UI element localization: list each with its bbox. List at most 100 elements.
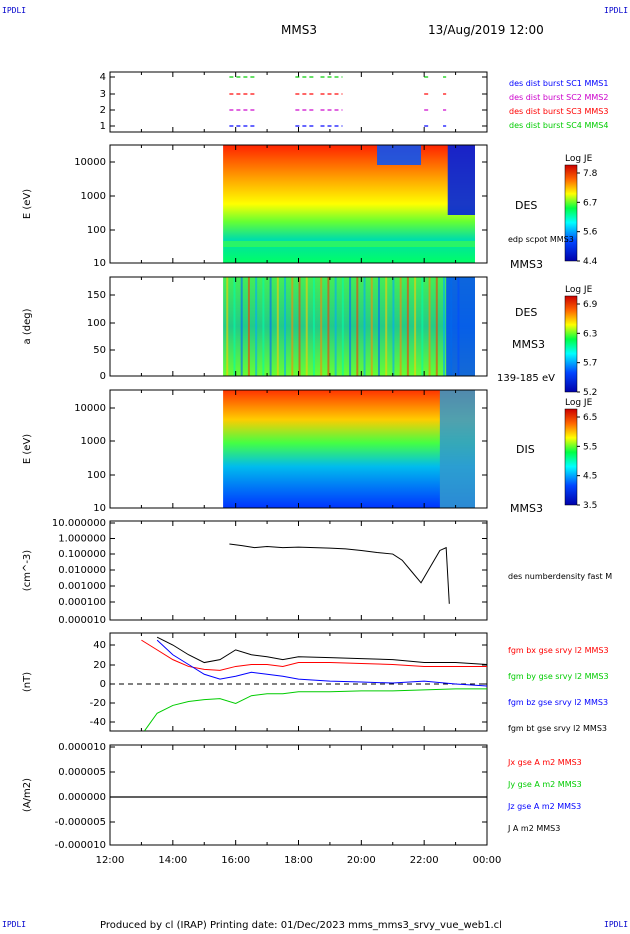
des-energy-colorbar-title: Log JE — [565, 154, 593, 164]
spacecraft-title: MMS3 — [281, 23, 317, 37]
time-axis-label: 14:00 — [158, 855, 187, 866]
des-pitch-ylabel: a (deg) — [22, 308, 33, 344]
des-pitch-stripe — [276, 277, 279, 376]
corner-label-bottom-left: IPDLI — [2, 920, 27, 929]
des-pitch-ytick-label: 100 — [87, 318, 106, 329]
bfield-series-line — [144, 688, 487, 732]
des-pitch-stripe — [370, 277, 373, 376]
dis-energy-colorbar-tick: 3.5 — [583, 501, 597, 511]
dis-energy-ylabel: E (eV) — [22, 434, 33, 464]
des-pitch-stripe — [291, 277, 294, 376]
des-pitch-stripe — [320, 277, 323, 376]
des-pitch-stripe — [349, 277, 352, 376]
des-pitch-stripe — [284, 277, 287, 376]
des-pitch-stripe — [435, 277, 438, 376]
dis-energy-colorbar — [564, 408, 578, 506]
des-energy-ylabel: E (eV) — [22, 189, 33, 219]
des-pitch-stripe — [226, 277, 229, 376]
bfield-legend-entry: fgm bt gse srvy l2 MMS3 — [508, 724, 607, 733]
density-panel-ytick-label: 0.001000 — [58, 581, 106, 592]
des-energy-overlay-label: edp scpot MMS3 — [508, 235, 574, 244]
des-energy-lowflux — [377, 145, 422, 165]
current-panel-ylabel: (A/m2) — [22, 778, 33, 812]
time-axis-label: 12:00 — [96, 855, 125, 866]
corner-label-top-left: IPDLI — [2, 6, 27, 15]
des-pitch-bottom-label: 139-185 eV — [497, 373, 555, 384]
summary-plot: 4 3 2 1 des dist burst SC1 MMS1 des dist burs… — [22, 71, 612, 866]
current-legend-entry: J A m2 MMS3 — [507, 824, 560, 833]
des-pitch-colorbar — [564, 295, 578, 393]
dis-energy-ytick-label: 10000 — [74, 403, 106, 414]
current-legend-entry: Jx gse A m2 MMS3 — [507, 758, 582, 767]
corner-label-bottom-right: IPDLI — [604, 920, 629, 929]
des-energy-colorbar-tick: 7.8 — [583, 169, 598, 179]
corner-label-top-right: IPDLI — [604, 6, 629, 15]
des-pitch-ytick-label: 0 — [100, 371, 106, 382]
current-panel-ytick-label: 0.000000 — [58, 792, 106, 803]
current-panel-ytick-label: 0.000010 — [58, 742, 106, 753]
des-energy-colorbar — [564, 164, 578, 262]
des-pitch-ytick-label: 150 — [87, 290, 106, 301]
des-pitch-stripe — [269, 277, 272, 376]
time-axis-label: 16:00 — [221, 855, 250, 866]
dis-energy-colorbar-tick: 6.5 — [583, 413, 597, 423]
dis-energy-image — [223, 390, 475, 508]
bfield-series-line — [156, 636, 488, 665]
burst-panel-frame — [109, 71, 488, 133]
des-pitch-stripe — [428, 277, 431, 376]
density-panel-ytick-label: 0.100000 — [58, 549, 106, 560]
des-pitch-stripe — [327, 277, 330, 376]
des-pitch-stripe — [356, 277, 359, 376]
des-pitch-image — [223, 277, 475, 376]
current-panel-ytick-label: 0.000005 — [58, 767, 106, 778]
des-pitch-colorbar-tick: 6.3 — [583, 329, 597, 339]
bfield-series-line — [156, 639, 488, 687]
burst-legend-entry: des dist burst SC1 MMS1 — [509, 79, 608, 88]
density-panel-ytick-label: 1.000000 — [58, 534, 106, 545]
dis-energy-instrument: DIS — [516, 443, 535, 456]
density-panel-ytick-label: 0.000010 — [58, 615, 106, 626]
des-energy-ytick-label: 100 — [87, 225, 106, 236]
des-pitch-stripe — [377, 277, 380, 376]
dis-energy-ytick-label: 1000 — [81, 436, 106, 447]
dis-energy-colorbar-title: Log JE — [565, 398, 593, 408]
des-pitch-colorbar-tick: 5.7 — [583, 359, 597, 369]
bfield-panel-ytick-label: 40 — [93, 640, 106, 651]
bfield-panel-ylabel: (nT) — [22, 672, 33, 692]
des-pitch-stripe — [247, 277, 250, 376]
bfield-panel-ytick-label: -20 — [90, 698, 106, 709]
des-pitch-stripe — [298, 277, 301, 376]
des-pitch-stripe — [421, 277, 424, 376]
bfield-legend-entry: fgm bz gse srvy l2 MMS3 — [508, 698, 608, 707]
des-pitch-stripe — [255, 277, 258, 376]
des-pitch-stripe — [385, 277, 388, 376]
burst-legend-entry: des dist burst SC2 MMS2 — [509, 93, 608, 102]
burst-legend-entry: des dist burst SC3 MMS3 — [509, 107, 608, 116]
des-energy-lowflux — [447, 145, 475, 215]
des-pitch-stripe — [305, 277, 308, 376]
des-pitch-ytick-label: 50 — [93, 345, 106, 356]
time-axis-label: 20:00 — [347, 855, 376, 866]
dis-energy-lowflux — [439, 390, 475, 508]
des-energy-ytick-label: 1000 — [81, 191, 106, 202]
des-pitch-stripe — [240, 277, 243, 376]
time-axis-label: 22:00 — [410, 855, 439, 866]
burst-panel-ytick-label: 4 — [100, 72, 106, 83]
des-pitch-lowflux — [446, 277, 475, 376]
density-panel-ytick-label: 10.000000 — [52, 518, 106, 529]
des-pitch-stripe — [406, 277, 409, 376]
density-series-line — [229, 543, 450, 604]
datetime-title: 13/Aug/2019 12:00 — [428, 23, 544, 37]
des-pitch-stripe — [341, 277, 344, 376]
des-pitch-colorbar-title: Log JE — [565, 285, 593, 295]
des-pitch-stripe — [392, 277, 395, 376]
bfield-panel-ytick-label: 20 — [93, 660, 106, 671]
footer-credit: Produced by cl (IRAP) Printing date: 01/… — [100, 920, 502, 931]
des-pitch-stripe — [399, 277, 402, 376]
des-pitch-side-label: MMS3 — [512, 338, 545, 351]
dis-energy-colorbar-tick: 5.5 — [583, 442, 597, 452]
time-axis-label: 18:00 — [284, 855, 313, 866]
bfield-legend-entry: fgm bx gse srvy l2 MMS3 — [508, 646, 609, 655]
bfield-series-line — [141, 639, 487, 671]
des-pitch-instrument: DES — [515, 306, 537, 319]
